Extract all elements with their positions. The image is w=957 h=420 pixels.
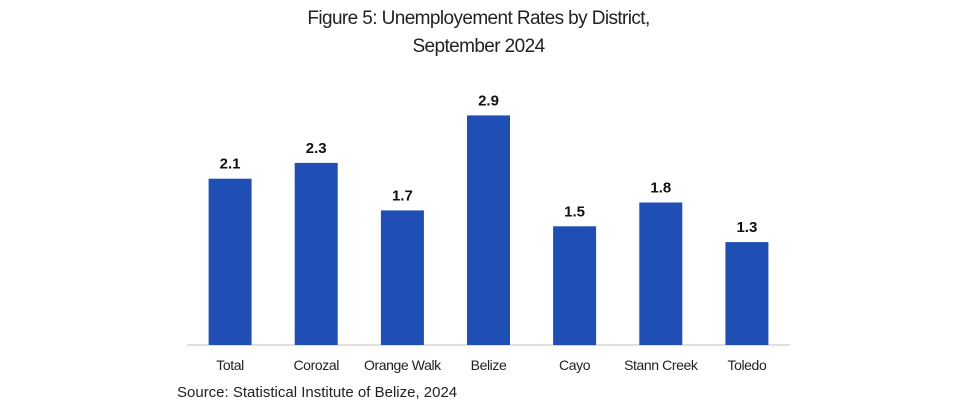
- x-tick-label: Cayo: [559, 357, 591, 373]
- x-tick-label: Corozal: [293, 357, 339, 373]
- x-tick-label: Orange Walk: [364, 357, 442, 373]
- x-tick-label: Stann Creek: [624, 357, 699, 373]
- bar-total: [208, 178, 252, 345]
- data-label: 2.1: [220, 156, 241, 173]
- data-label: 1.3: [736, 219, 757, 236]
- x-tick-label: Belize: [471, 357, 507, 373]
- data-label: 1.5: [564, 203, 585, 220]
- x-tick-label: Total: [216, 357, 244, 373]
- source-note: Source: Statistical Institute of Belize,…: [177, 384, 458, 401]
- bar-stann-creek: [639, 202, 683, 345]
- chart-title-line-1: Figure 5: Unemployement Rates by Distric…: [307, 8, 650, 29]
- data-label: 1.8: [650, 180, 671, 197]
- data-label: 1.7: [392, 187, 413, 204]
- bar-cayo: [553, 226, 597, 346]
- bar-toledo: [725, 242, 769, 345]
- bar-corozal: [294, 162, 338, 345]
- bar-orange-walk: [380, 210, 424, 345]
- chart-title-line-2: September 2024: [412, 36, 545, 57]
- data-label: 2.3: [306, 140, 327, 157]
- data-label: 2.9: [478, 92, 499, 109]
- bar-belize: [467, 115, 510, 346]
- x-tick-label: Toledo: [727, 357, 766, 373]
